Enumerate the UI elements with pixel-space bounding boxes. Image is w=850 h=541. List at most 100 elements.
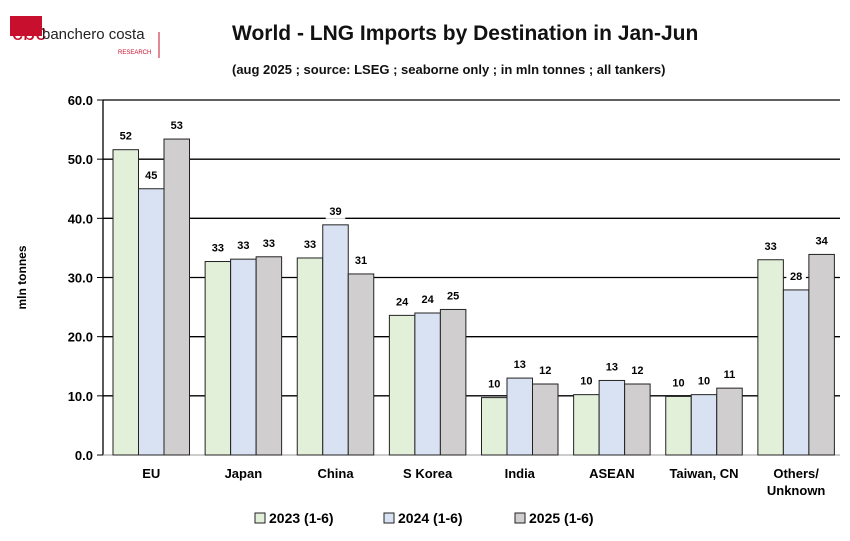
- data-label: 33: [212, 243, 224, 255]
- data-label: 25: [447, 290, 459, 302]
- data-label-bg: [116, 128, 136, 144]
- y-tick-label: 10.0: [68, 389, 93, 404]
- logo-mark-text: cbc: [12, 20, 46, 45]
- logo-name: banchero costa: [42, 26, 145, 43]
- chart-subtitle: (aug 2025 ; source: LSEG ; seaborne only…: [232, 62, 666, 77]
- data-label-bg: [510, 357, 530, 373]
- bar: [506, 377, 533, 456]
- data-label-bg: [627, 363, 648, 378]
- data-label-bg: [576, 373, 597, 389]
- data-label-bg: [719, 367, 740, 383]
- data-label: 10: [580, 376, 592, 388]
- data-label: 33: [765, 241, 777, 253]
- data-label: 12: [539, 365, 551, 377]
- data-label-bg: [300, 236, 320, 252]
- bar: [532, 383, 559, 456]
- data-label: 10: [672, 377, 684, 389]
- x-tick-label: Unknown: [767, 483, 826, 498]
- data-label: 13: [514, 359, 526, 371]
- data-label: 45: [145, 170, 157, 182]
- data-label-bg: [417, 292, 438, 307]
- x-tick-label: Taiwan, CN: [669, 466, 738, 481]
- data-label-bg: [786, 268, 806, 284]
- y-axis-label: mln tonnes: [15, 245, 29, 309]
- legend-swatch: [383, 512, 395, 524]
- data-label-bg: [167, 118, 187, 134]
- data-label-bg: [602, 359, 622, 375]
- data-label: 33: [237, 240, 249, 252]
- legend-swatch: [254, 512, 266, 524]
- bar: [624, 383, 651, 456]
- y-tick-label: 40.0: [68, 211, 93, 226]
- bar: [347, 273, 375, 456]
- data-label-bg: [694, 373, 714, 389]
- legend-swatch: [514, 512, 526, 524]
- data-label: 13: [606, 361, 618, 373]
- data-label: 10: [698, 376, 710, 388]
- data-label: 33: [263, 238, 275, 250]
- data-label: 24: [422, 294, 435, 306]
- legend-label: 2024 (1-6): [398, 510, 463, 526]
- x-tick-label: China: [317, 466, 354, 481]
- bar: [690, 394, 718, 456]
- bar: [138, 188, 165, 456]
- data-label-bg: [668, 375, 689, 391]
- y-tick-label: 60.0: [68, 93, 93, 108]
- bar: [163, 138, 190, 456]
- x-tick-label: Japan: [225, 466, 263, 481]
- logo-mark: [10, 16, 42, 36]
- y-tick-label: 20.0: [68, 330, 93, 345]
- bar: [782, 289, 810, 456]
- data-label: 53: [171, 120, 183, 132]
- bar: [414, 312, 441, 456]
- data-label-bg: [811, 233, 832, 249]
- data-label-bg: [351, 252, 371, 268]
- data-label: 10: [488, 379, 500, 391]
- x-tick-label: S Korea: [403, 466, 453, 481]
- data-label-bg: [484, 376, 504, 392]
- bar: [322, 224, 349, 456]
- y-tick-label: 50.0: [68, 152, 93, 167]
- bar: [230, 258, 257, 456]
- bar: [665, 395, 692, 456]
- bar: [808, 253, 835, 456]
- data-label-bg: [392, 294, 412, 310]
- y-tick-label: 30.0: [68, 271, 93, 286]
- data-label-bg: [535, 363, 555, 378]
- bar: [255, 256, 283, 456]
- data-label: 28: [790, 271, 802, 283]
- bar: [204, 261, 232, 456]
- bar: [598, 379, 626, 456]
- data-label-bg: [259, 235, 279, 251]
- y-tick-label: 0.0: [75, 448, 93, 463]
- data-label: 34: [816, 235, 829, 247]
- data-label: 33: [304, 239, 316, 251]
- data-label: 11: [724, 369, 736, 381]
- logo-sub: RESEARCH: [118, 50, 151, 56]
- x-tick-label: EU: [142, 466, 160, 481]
- data-label: 39: [329, 206, 341, 218]
- bar: [439, 308, 467, 456]
- legend-label: 2025 (1-6): [529, 510, 594, 526]
- data-label-bg: [208, 240, 228, 256]
- bar: [481, 397, 508, 456]
- bar: [573, 394, 600, 456]
- logo: cbc banchero costa RESEARCH: [8, 10, 168, 65]
- bar: [716, 387, 743, 456]
- data-label-bg: [443, 288, 463, 304]
- data-label: 24: [396, 296, 409, 308]
- data-label: 52: [120, 131, 132, 143]
- bar: [296, 257, 324, 456]
- data-label: 31: [355, 255, 367, 267]
- bar: [112, 149, 139, 456]
- data-label-bg: [233, 238, 254, 254]
- data-label-bg: [141, 167, 161, 183]
- data-label-bg: [760, 238, 781, 254]
- bar: [757, 259, 784, 456]
- chart-title: World - LNG Imports by Destination in Ja…: [232, 22, 699, 45]
- data-label: 12: [631, 365, 643, 377]
- data-label-bg: [325, 203, 346, 219]
- x-tick-label: Others/: [773, 466, 819, 481]
- legend-label: 2023 (1-6): [269, 510, 334, 526]
